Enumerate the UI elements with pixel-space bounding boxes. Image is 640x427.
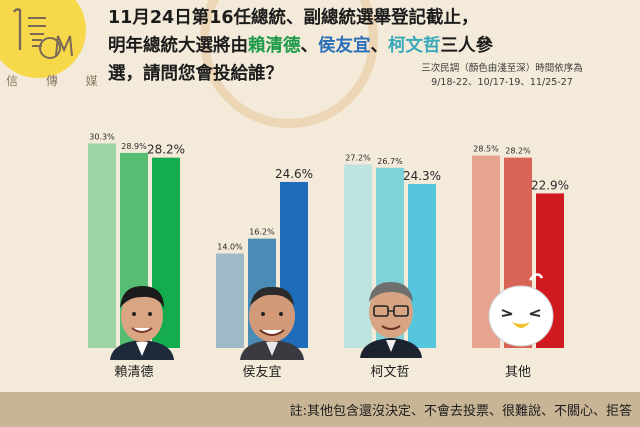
headline-line3: 選，請問您會投給誰？ (108, 64, 283, 84)
category-label-3: 其他 (505, 365, 531, 380)
bar-1-0 (216, 253, 244, 348)
category-label-0: 賴清德 (114, 365, 153, 380)
headline-candidate-lai: 賴清德 (248, 36, 301, 56)
bar-label-1-2: 24.6% (275, 167, 313, 181)
headline-candidate-ko: 柯文哲 (388, 36, 441, 56)
mascot-other (488, 273, 554, 347)
bar-chart: 30.3%28.9% 28.2%賴清德14.0%16.2%24.6%侯友宜27.2… (88, 132, 569, 380)
headline-line2: 明年總統大選將由賴清德、侯友宜、柯文哲三人參 (108, 32, 608, 60)
bar-label-2-2: 24.3% (403, 169, 441, 183)
headline-sep1: 、 (300, 36, 319, 56)
poll-dates-note: 三次民調（顏色由淺至深）時間依序為 9/18-22、10/17-19、11/25… (392, 62, 612, 90)
bar-label-3-1: 28.2% (505, 147, 531, 156)
headline: 11月24日第16任總統、副總統選舉登記截止， 明年總統大選將由賴清德、侯友宜、… (108, 4, 608, 88)
poll-dates-note-line1: 三次民調（顏色由淺至深）時間依序為 (421, 63, 583, 74)
bar-0-0 (88, 143, 116, 348)
bar-label-0-0: 30.3% (89, 132, 115, 141)
headline-line1: 11月24日第16任總統、副總統選舉登記截止， (108, 8, 479, 28)
bar-label-3-2: 22.9% (531, 178, 569, 192)
portrait-ko (360, 282, 422, 358)
logo-text: 信 傳 媒 (6, 74, 110, 88)
bar-2-2 (408, 183, 436, 348)
footer: 註:其他包含還沒決定、不會去投票、很難說、不關心、拒答 (0, 392, 640, 427)
headline-candidate-hou: 侯友宜 (318, 36, 371, 56)
headline-line2-suffix: 三人參 (440, 36, 494, 56)
bar-label-0-2: 28.2% (147, 143, 185, 157)
portrait-lai (110, 286, 174, 360)
bar-2-0 (344, 164, 372, 348)
bar-label-0-1: 28.9% (121, 142, 147, 151)
bar-label-2-0: 27.2% (345, 153, 371, 162)
footer-note: 註:其他包含還沒決定、不會去投票、很難說、不關心、拒答 (289, 404, 632, 419)
bar-label-2-1: 26.7% (377, 157, 403, 166)
category-label-1: 侯友宜 (242, 364, 281, 380)
category-label-2: 柯文哲 (370, 365, 409, 380)
portrait-hou (240, 286, 304, 360)
bar-label-1-0: 14.0% (217, 243, 243, 252)
headline-line2-prefix: 明年總統大選將由 (108, 36, 248, 56)
bar-label-1-1: 16.2% (249, 228, 275, 237)
logo-mark-icon (12, 8, 73, 59)
bar-label-3-0: 28.5% (473, 145, 499, 154)
header: 信 傳 媒 11月24日第16任總統、副總統選舉登記截止， 明年總統大選將由賴清… (0, 0, 640, 128)
poll-dates-note-line2: 9/18-22、10/17-19、11/25-27 (431, 77, 573, 88)
watermark-seal (200, 0, 378, 128)
headline-sep2: 、 (370, 36, 389, 56)
chart: 30.3% 28.9% 28.2% 賴清德 14.0% 16.2% 24.6% 侯友宜 27.2… (0, 112, 640, 392)
